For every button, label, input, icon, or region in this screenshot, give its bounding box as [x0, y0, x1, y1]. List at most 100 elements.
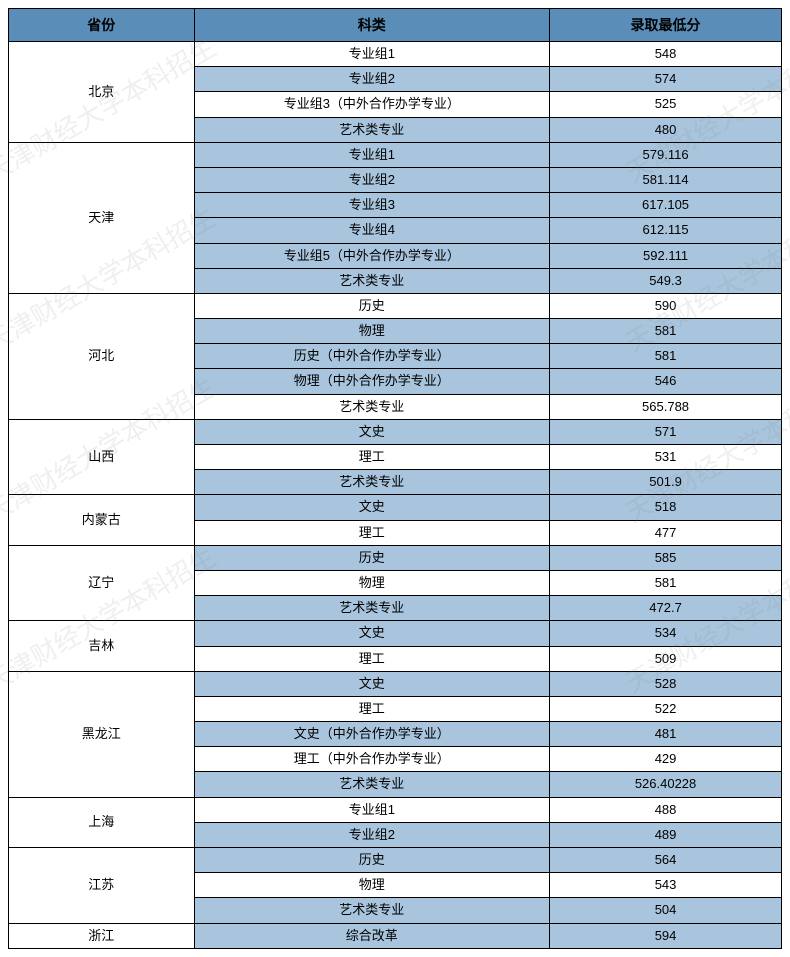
province-cell: 江苏: [9, 848, 195, 924]
category-cell: 理工（中外合作办学专业）: [194, 747, 550, 772]
table-row: 辽宁历史585: [9, 545, 782, 570]
score-cell: 504: [550, 898, 782, 923]
category-cell: 理工: [194, 520, 550, 545]
score-cell: 612.115: [550, 218, 782, 243]
score-cell: 501.9: [550, 470, 782, 495]
province-cell: 山西: [9, 419, 195, 495]
score-cell: 477: [550, 520, 782, 545]
score-cell: 574: [550, 67, 782, 92]
score-cell: 528: [550, 671, 782, 696]
category-cell: 专业组1: [194, 142, 550, 167]
category-cell: 历史: [194, 545, 550, 570]
category-cell: 艺术类专业: [194, 268, 550, 293]
score-cell: 543: [550, 873, 782, 898]
category-cell: 艺术类专业: [194, 394, 550, 419]
table-row: 上海专业组1488: [9, 797, 782, 822]
score-cell: 592.111: [550, 243, 782, 268]
province-cell: 黑龙江: [9, 671, 195, 797]
category-cell: 理工: [194, 646, 550, 671]
score-cell: 526.40228: [550, 772, 782, 797]
table-row: 北京专业组1548: [9, 42, 782, 67]
category-cell: 历史: [194, 293, 550, 318]
score-cell: 534: [550, 621, 782, 646]
score-cell: 518: [550, 495, 782, 520]
table-header-row: 省份 科类 录取最低分: [9, 9, 782, 42]
score-cell: 525: [550, 92, 782, 117]
score-cell: 488: [550, 797, 782, 822]
category-cell: 艺术类专业: [194, 470, 550, 495]
score-cell: 564: [550, 848, 782, 873]
category-cell: 艺术类专业: [194, 772, 550, 797]
score-cell: 617.105: [550, 193, 782, 218]
category-cell: 专业组2: [194, 67, 550, 92]
score-cell: 581: [550, 570, 782, 595]
category-cell: 专业组1: [194, 42, 550, 67]
category-cell: 专业组5（中外合作办学专业）: [194, 243, 550, 268]
category-cell: 文史: [194, 621, 550, 646]
table-row: 内蒙古文史518: [9, 495, 782, 520]
category-cell: 文史: [194, 495, 550, 520]
province-cell: 北京: [9, 42, 195, 143]
category-cell: 历史（中外合作办学专业）: [194, 344, 550, 369]
score-cell: 581: [550, 319, 782, 344]
category-cell: 文史: [194, 419, 550, 444]
table-row: 吉林文史534: [9, 621, 782, 646]
score-cell: 489: [550, 822, 782, 847]
category-cell: 专业组4: [194, 218, 550, 243]
score-cell: 594: [550, 923, 782, 948]
category-cell: 专业组1: [194, 797, 550, 822]
category-cell: 艺术类专业: [194, 898, 550, 923]
category-cell: 专业组2: [194, 167, 550, 192]
score-cell: 581.114: [550, 167, 782, 192]
score-cell: 481: [550, 722, 782, 747]
category-cell: 物理（中外合作办学专业）: [194, 369, 550, 394]
score-cell: 522: [550, 696, 782, 721]
category-cell: 艺术类专业: [194, 117, 550, 142]
admission-scores-table: 省份 科类 录取最低分 北京专业组1548专业组2574专业组3（中外合作办学专…: [8, 8, 782, 949]
score-cell: 546: [550, 369, 782, 394]
province-cell: 吉林: [9, 621, 195, 671]
table-row: 山西文史571: [9, 419, 782, 444]
province-cell: 浙江: [9, 923, 195, 948]
province-cell: 辽宁: [9, 545, 195, 621]
col-header-province: 省份: [9, 9, 195, 42]
category-cell: 文史（中外合作办学专业）: [194, 722, 550, 747]
province-cell: 天津: [9, 142, 195, 293]
table-row: 黑龙江文史528: [9, 671, 782, 696]
category-cell: 理工: [194, 696, 550, 721]
category-cell: 物理: [194, 570, 550, 595]
table-row: 天津专业组1579.116: [9, 142, 782, 167]
table-row: 河北历史590: [9, 293, 782, 318]
table-body: 北京专业组1548专业组2574专业组3（中外合作办学专业）525艺术类专业48…: [9, 42, 782, 949]
category-cell: 艺术类专业: [194, 596, 550, 621]
col-header-category: 科类: [194, 9, 550, 42]
score-cell: 509: [550, 646, 782, 671]
category-cell: 综合改革: [194, 923, 550, 948]
score-cell: 581: [550, 344, 782, 369]
score-cell: 549.3: [550, 268, 782, 293]
category-cell: 物理: [194, 873, 550, 898]
category-cell: 文史: [194, 671, 550, 696]
province-cell: 河北: [9, 293, 195, 419]
score-cell: 565.788: [550, 394, 782, 419]
category-cell: 理工: [194, 445, 550, 470]
category-cell: 专业组3（中外合作办学专业）: [194, 92, 550, 117]
province-cell: 内蒙古: [9, 495, 195, 545]
col-header-minscore: 录取最低分: [550, 9, 782, 42]
score-cell: 429: [550, 747, 782, 772]
table-row: 江苏历史564: [9, 848, 782, 873]
score-cell: 531: [550, 445, 782, 470]
table-row: 浙江综合改革594: [9, 923, 782, 948]
category-cell: 历史: [194, 848, 550, 873]
province-cell: 上海: [9, 797, 195, 847]
category-cell: 专业组2: [194, 822, 550, 847]
score-cell: 590: [550, 293, 782, 318]
category-cell: 专业组3: [194, 193, 550, 218]
category-cell: 物理: [194, 319, 550, 344]
score-cell: 480: [550, 117, 782, 142]
score-cell: 579.116: [550, 142, 782, 167]
score-cell: 585: [550, 545, 782, 570]
score-cell: 548: [550, 42, 782, 67]
score-cell: 571: [550, 419, 782, 444]
score-cell: 472.7: [550, 596, 782, 621]
